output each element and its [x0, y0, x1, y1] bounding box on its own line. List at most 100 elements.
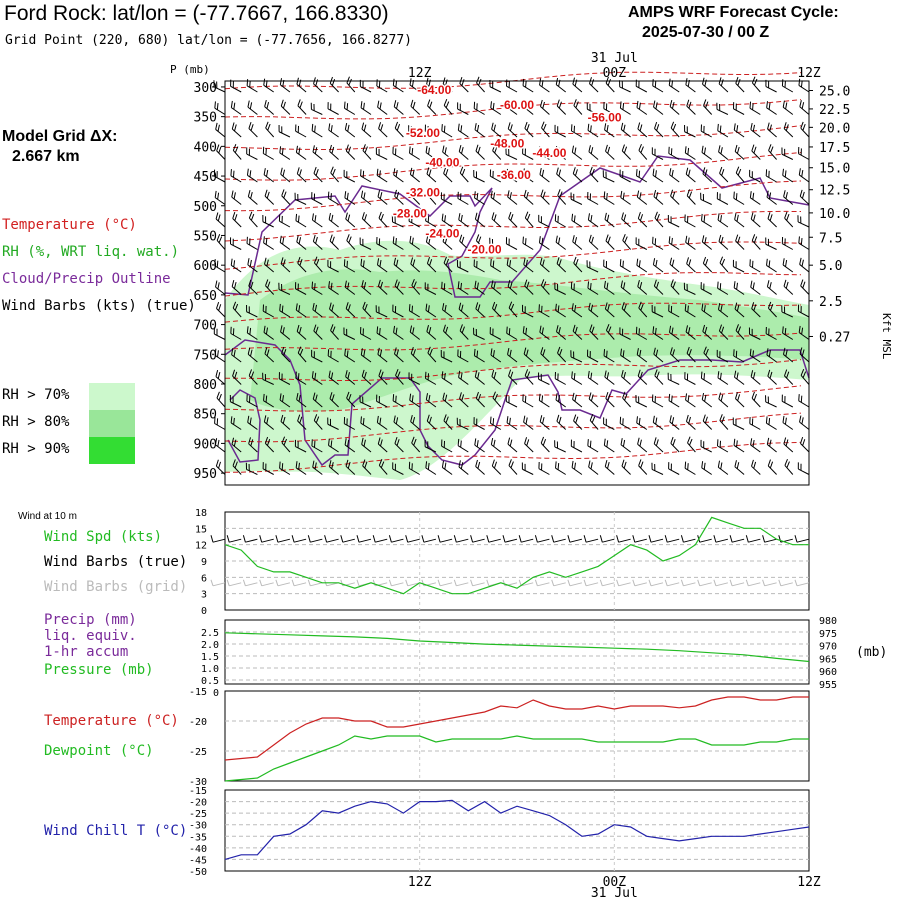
wind-barb	[573, 256, 583, 273]
grid-wind-barb-flag	[405, 579, 409, 586]
wind-y-tick-label: 6	[201, 573, 207, 584]
true-wind-barb	[388, 535, 404, 543]
grid-wind-barb	[518, 579, 534, 587]
wind-barb-staff	[215, 218, 226, 228]
wind-barb	[555, 146, 566, 160]
rh-key-70-label: RH > 70%	[2, 387, 70, 403]
wind-barb	[264, 436, 275, 453]
wind-barb-staff	[361, 375, 372, 385]
true-wind-barb-flag	[502, 535, 506, 543]
wind-barb-staff	[231, 354, 242, 363]
wind-barb-staff	[279, 399, 291, 408]
wind-barb-staff	[684, 131, 696, 138]
wind-barb-staff	[538, 378, 550, 385]
wind-barb-flag	[248, 148, 250, 156]
wind-barb-staff	[735, 172, 745, 183]
wind-barb-staff	[508, 218, 518, 228]
wind-barb-flag	[444, 372, 446, 380]
wind-barb	[620, 348, 631, 363]
wind-barb	[442, 324, 453, 340]
wind-barb	[700, 282, 712, 295]
wind-barb-staff	[798, 242, 810, 250]
grid-wind-barb-staff	[715, 582, 729, 587]
wind-barb-staff	[554, 378, 566, 385]
wind-barb-flag	[652, 79, 654, 86]
wind-barb	[718, 145, 729, 160]
wind-barb-staff	[312, 466, 323, 475]
wind-barb-flag	[347, 304, 351, 311]
rh-key-90-label: RH > 90%	[2, 441, 70, 457]
wind-barb-flag	[607, 461, 610, 469]
wind-barb-flag	[700, 124, 702, 132]
wind-barb-flag	[506, 100, 509, 108]
wind-barb-flag	[428, 169, 432, 177]
wind-barb-staff	[782, 332, 794, 340]
wind-barb	[635, 395, 648, 408]
wind-barb-flag	[623, 282, 626, 290]
wind-barb	[605, 391, 615, 408]
precip-y-tick-label: 0	[213, 688, 219, 699]
wind-barb-flag	[524, 463, 526, 471]
wind-barb-flag	[298, 237, 302, 244]
wind-barb	[376, 326, 388, 340]
wind-barb	[490, 280, 502, 295]
wind-barb-staff	[360, 265, 372, 273]
wind-barb	[459, 234, 469, 250]
wind-barb	[555, 393, 566, 408]
wind-barb	[361, 437, 372, 453]
wind-barb-staff	[443, 420, 453, 430]
wind-barb	[395, 369, 404, 385]
true-wind-barb-staff	[699, 538, 712, 543]
wind-barb-flag	[477, 461, 481, 469]
wind-barb	[735, 234, 745, 250]
true-wind-barb-flag	[437, 535, 441, 543]
wind-barb	[490, 348, 502, 363]
wind-barb-flag	[653, 437, 657, 444]
wind-barb-flag	[687, 395, 690, 402]
wind-barb-staff	[523, 196, 534, 205]
wind-barb-flag	[571, 124, 573, 132]
wind-barb-flag	[376, 236, 378, 244]
wind-barb-flag	[637, 280, 640, 287]
wind-barb-staff	[442, 83, 453, 93]
wind-barb	[684, 214, 696, 228]
wind-barb-flag	[766, 280, 770, 287]
wind-barb-staff	[265, 127, 275, 138]
wind-barb-flag	[218, 393, 222, 401]
wind-barb-flag	[587, 349, 589, 357]
wind-barb-staff	[524, 443, 534, 453]
wind-barb-flag	[509, 349, 512, 357]
wind-barb	[442, 392, 453, 408]
wind-barb-flag	[591, 236, 594, 244]
wind-barb-flag	[704, 259, 709, 266]
wind-barb-flag	[801, 349, 805, 357]
wind-barb-flag	[587, 281, 590, 289]
wind-barb-staff	[327, 423, 339, 430]
wind-barb-flag	[619, 327, 621, 335]
wind-barb-flag	[753, 304, 757, 311]
true-wind-barb-staff	[229, 538, 242, 543]
wind-barb-staff	[619, 175, 631, 183]
wind-barb-flag	[297, 414, 301, 422]
wind-barb-flag	[590, 215, 593, 222]
wind-barb	[538, 214, 550, 228]
wind-barb-flag	[587, 370, 590, 378]
wind-barb-flag	[234, 461, 238, 469]
true-wind-barb-flag	[583, 535, 587, 543]
wind-barb-staff	[344, 355, 356, 363]
wind-barb-staff	[717, 287, 729, 295]
wind-barb-flag	[427, 99, 431, 107]
wind-barb-flag	[751, 234, 756, 241]
wind-barb-flag	[262, 372, 264, 380]
wind-barb-flag	[750, 122, 753, 130]
grid-wind-barb-staff	[699, 582, 712, 587]
wind-barb-staff	[297, 263, 307, 273]
wind-barb-flag	[215, 459, 219, 467]
wind-barb-flag	[250, 213, 255, 221]
wind-barb-flag	[640, 461, 644, 469]
pressure-tick-label: 900	[194, 437, 217, 452]
wind-barb-flag	[538, 461, 540, 469]
wind-barb-flag	[670, 463, 672, 471]
wind-barb	[490, 101, 502, 115]
wind-barb-flag	[361, 122, 365, 130]
